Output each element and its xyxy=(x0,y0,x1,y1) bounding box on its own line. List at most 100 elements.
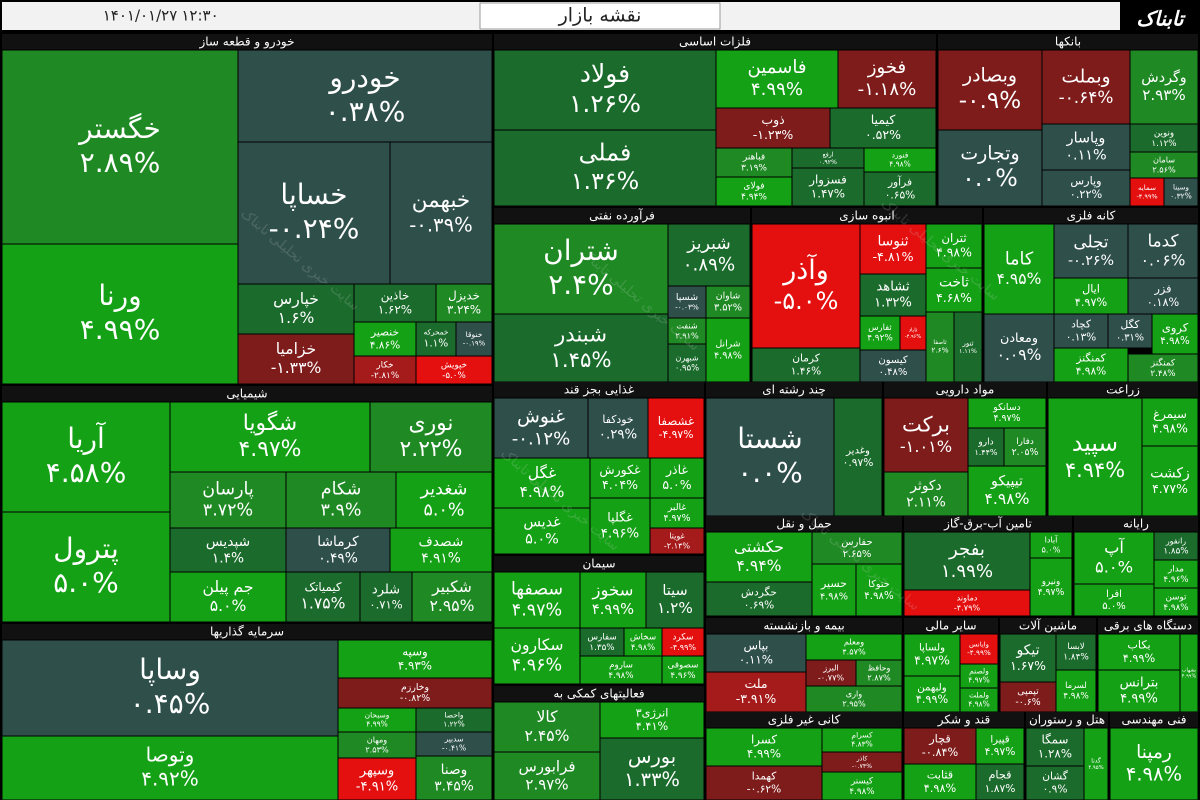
tile-name: تیپیکو xyxy=(990,474,1023,490)
tile xyxy=(337,639,493,679)
tile-change: ۴.۹۷% xyxy=(239,437,302,462)
tile xyxy=(359,571,413,623)
tile xyxy=(649,497,705,529)
tile-name: آریا xyxy=(67,422,106,455)
tile-name: شغدیر xyxy=(420,480,468,500)
tile-change: ۲.۶۵% xyxy=(843,549,872,560)
tile-change: ۲.۹۷% xyxy=(525,776,568,794)
sector-header xyxy=(494,382,704,398)
sector-header xyxy=(2,34,492,50)
tile-name: شاوان xyxy=(716,291,740,302)
tile-name: کیسون xyxy=(878,355,907,366)
sector-header xyxy=(494,34,936,50)
sector-name: سایر مالی xyxy=(925,619,976,634)
tile-name: بترانس xyxy=(1120,676,1159,691)
tile xyxy=(493,129,717,207)
tile-name: شرانل xyxy=(715,339,740,350)
tile-name: انرژی۳ xyxy=(636,706,669,720)
tile xyxy=(579,627,625,657)
sector-header xyxy=(2,624,492,640)
tile-change: -۰.۷۴% xyxy=(852,763,872,770)
tile-change: ۰.۱۸% xyxy=(1147,296,1180,309)
sector-header xyxy=(1000,618,1096,634)
tile-name: بکاب xyxy=(1127,638,1150,651)
tile xyxy=(859,273,927,317)
tile-change: ۴.۴۱% xyxy=(636,720,669,733)
tile xyxy=(1129,177,1165,207)
tile-name: ولساپا xyxy=(919,643,945,654)
tile-name: سیتا xyxy=(662,583,687,599)
tile xyxy=(1083,727,1109,800)
tile-name: وپارس xyxy=(1070,174,1101,188)
tile-change: -۰.۱۹% xyxy=(463,340,486,348)
tile xyxy=(285,471,397,529)
tile-change: ۳.۴۵% xyxy=(434,778,474,794)
tile-name: واری xyxy=(846,689,863,699)
tile-change: -۴.۹۹% xyxy=(967,648,991,657)
tile xyxy=(805,659,857,687)
tile-change: ۱.۹۹% xyxy=(941,561,993,582)
tile xyxy=(455,321,493,357)
sector-header xyxy=(494,556,704,572)
tile-change: ۱.۱۲% xyxy=(1151,139,1176,149)
tile-change: ۱.۸۵% xyxy=(1163,546,1188,556)
tile xyxy=(903,675,961,713)
sector-header xyxy=(1110,712,1198,728)
sector-header xyxy=(752,208,982,224)
tile-change: -۱.۲۳% xyxy=(753,127,794,142)
tile-change: ۰.۰۶% xyxy=(1141,252,1186,270)
tile xyxy=(821,771,903,800)
tile-change: ۱.۴۷% xyxy=(811,187,845,201)
tile-name: شسپا xyxy=(676,292,698,303)
tile xyxy=(1053,313,1109,349)
tile-name: فاسمین xyxy=(747,57,806,78)
tile xyxy=(169,401,371,473)
tile-name: جم پیلن xyxy=(202,578,253,597)
tile-name: فنورد xyxy=(892,151,909,160)
tile-change: ۵.۰% xyxy=(662,477,691,492)
tile-name: خودرو xyxy=(327,61,400,94)
tile xyxy=(1163,177,1199,207)
tile xyxy=(1141,397,1199,447)
tile-name: ولملت xyxy=(969,691,989,700)
tile-name: خپویش xyxy=(441,360,467,370)
sector-name: خودرو و قطعه ساز xyxy=(198,35,294,50)
tile xyxy=(1,401,171,513)
tile-change: ۴.۹۴% xyxy=(1065,458,1125,482)
tile-change: ۴.۹۸% xyxy=(849,787,874,797)
tile-name: کرمان xyxy=(792,352,821,365)
tile-change: ۴.۹۸% xyxy=(1160,336,1190,347)
tile-name: غدیس xyxy=(523,514,561,530)
tile xyxy=(1127,277,1199,315)
tile xyxy=(715,49,839,109)
tile-name: قچار xyxy=(928,732,951,746)
tile-change: ۱.۲۸% xyxy=(1038,747,1072,761)
tile-change: ۴.۹۷% xyxy=(994,413,1021,424)
tile-name: کاذر xyxy=(856,755,868,762)
tile-change: -۰.۰۳% xyxy=(675,303,699,312)
tile xyxy=(811,531,903,565)
tile-change: ۲.۵۶% xyxy=(1152,164,1176,174)
tile-name: شکبیر xyxy=(431,578,472,597)
tile xyxy=(937,49,1043,131)
tile-name: مدار xyxy=(1167,564,1184,574)
sector-header xyxy=(706,618,902,634)
tile-change: ۲.۴۸% xyxy=(1150,369,1175,379)
sector-header xyxy=(706,712,902,728)
tile-change: ۴.۹۹% xyxy=(1123,652,1156,665)
tile-name: وبصادر xyxy=(962,65,1017,87)
tile-change: ۴.۹۸% xyxy=(520,483,565,501)
tile-name: حسیر xyxy=(820,577,847,590)
tile-name: فباهنر xyxy=(742,153,765,163)
tile-change: ۴.۹۹% xyxy=(366,720,388,729)
tile-name: ثاخت xyxy=(939,275,969,291)
sector-name: فعالیتهای کمکی به xyxy=(553,687,644,701)
tile-change: -۰.۲۴% xyxy=(269,212,360,245)
tile-name: سمایه xyxy=(1138,183,1156,192)
tile-name: پترول xyxy=(53,532,119,565)
tile-name: خپارس xyxy=(273,290,319,309)
tile-name: ومهان xyxy=(367,735,388,745)
tile-name: سپید xyxy=(1072,429,1118,457)
tile-name: حتوکا xyxy=(868,579,889,590)
